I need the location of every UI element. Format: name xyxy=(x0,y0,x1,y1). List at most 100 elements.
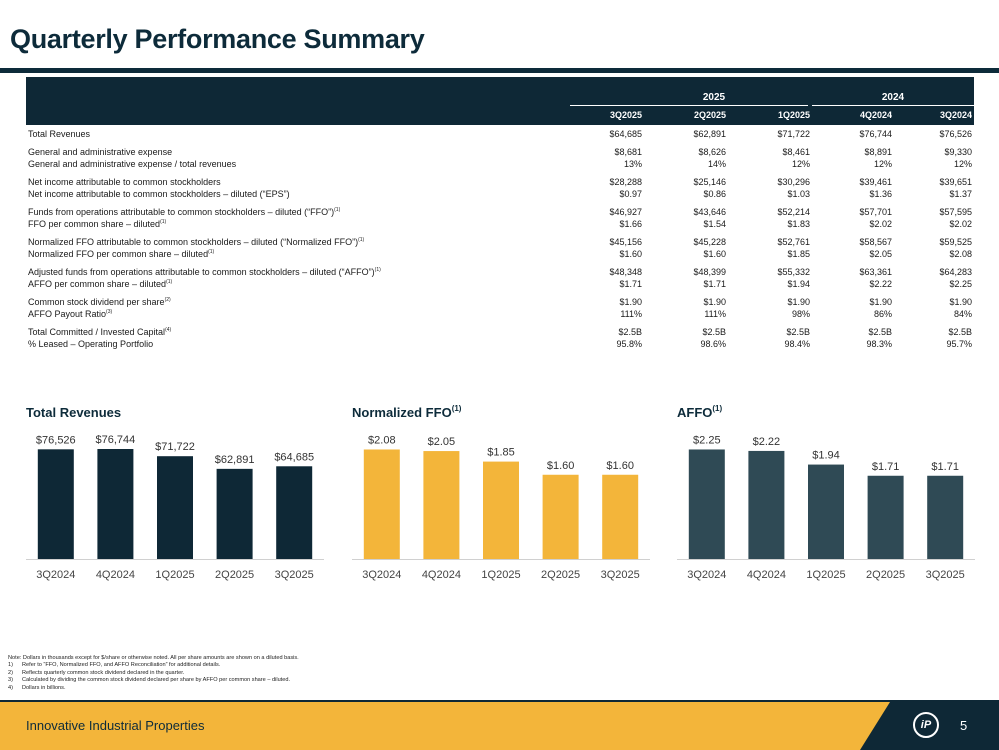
x-tick-label: 1Q2025 xyxy=(481,569,520,581)
row-value: $52,761 xyxy=(777,237,810,247)
footnote-text: Note: Dollars in thousands except for $/… xyxy=(8,655,299,661)
data-label: $1.85 xyxy=(487,447,515,459)
row-value: $1.03 xyxy=(787,189,810,199)
data-label: $71,722 xyxy=(155,441,195,453)
data-label: $2.05 xyxy=(428,436,456,448)
quarter-header: 2Q2025 xyxy=(693,110,726,120)
bar xyxy=(927,475,964,559)
row-value: 111% xyxy=(704,309,726,319)
year-2024-divider xyxy=(812,105,974,106)
x-tick-label: 3Q2025 xyxy=(275,569,314,581)
row-value: $1.90 xyxy=(949,297,972,307)
row-label: Total Committed / Invested Capital(4) xyxy=(28,327,172,337)
row-label: Normalized FFO per common share – dilute… xyxy=(28,249,215,259)
row-value: $64,283 xyxy=(939,267,972,277)
bar xyxy=(602,474,639,559)
bar xyxy=(748,450,785,559)
row-value: $2.02 xyxy=(949,219,972,229)
row-value: $58,567 xyxy=(859,237,892,247)
row-value: $71,722 xyxy=(777,129,810,139)
table-row: % Leased – Operating Portfolio 95.8% 98.6%… xyxy=(26,339,974,351)
table-row: AFFO per common share – diluted(1) $1.71 $… xyxy=(26,279,974,291)
quarter-header: 3Q2024 xyxy=(939,110,972,120)
x-tick-label: 2Q2025 xyxy=(866,569,905,581)
row-value: $9,330 xyxy=(944,147,972,157)
x-tick-label: 1Q2025 xyxy=(806,569,845,581)
row-label: Funds from operations attributable to co… xyxy=(28,207,341,217)
row-value: $28,288 xyxy=(609,177,642,187)
row-value: $39,461 xyxy=(859,177,892,187)
row-value: 95.7% xyxy=(946,339,972,349)
bar xyxy=(216,468,253,559)
row-value: $39,651 xyxy=(939,177,972,187)
row-value: $1.60 xyxy=(619,249,642,259)
row-value: $1.71 xyxy=(619,279,642,289)
row-value: $1.36 xyxy=(869,189,892,199)
footnote-text: Refer to “FFO, Normalized FFO, and AFFO … xyxy=(22,662,221,669)
row-value: 84% xyxy=(953,309,972,319)
x-tick-label: 1Q2025 xyxy=(155,569,194,581)
year-2025-divider xyxy=(570,105,808,106)
table-row: Total Revenues $64,685 $62,891 $71,722 $76,7… xyxy=(26,129,974,141)
bar xyxy=(688,449,725,559)
table-row: Total Committed / Invested Capital(4) $2.… xyxy=(26,327,974,339)
table-row: AFFO Payout Ratio(3) 111% 111% 98% 86% 84% xyxy=(26,309,974,321)
row-value: 95.8% xyxy=(616,339,642,349)
row-value: 98.3% xyxy=(866,339,892,349)
row-value: $62,891 xyxy=(693,129,726,139)
table-row-group: Total Revenues $64,685 $62,891 $71,722 $76,7… xyxy=(26,129,974,141)
table-row: General and administrative expense $8,681… xyxy=(26,147,974,159)
row-value: 13% xyxy=(623,159,642,169)
row-value: $8,891 xyxy=(864,147,892,157)
x-tick-label: 3Q2025 xyxy=(601,569,640,581)
row-value: $25,146 xyxy=(693,177,726,187)
x-tick-label: 2Q2025 xyxy=(541,569,580,581)
chart-title: AFFO(1) xyxy=(677,404,723,420)
footnote: 4) Dollars in billions. xyxy=(8,685,299,692)
footnote-text: Reflects quarterly common stock dividend… xyxy=(22,669,185,676)
x-tick-label: 3Q2024 xyxy=(362,569,401,581)
data-label: $1.60 xyxy=(547,460,575,472)
row-value: $8,461 xyxy=(782,147,810,157)
row-value: 111% xyxy=(620,309,642,319)
row-value: $1.90 xyxy=(619,297,642,307)
row-value: $2.22 xyxy=(869,279,892,289)
table-row: Net income attributable to common stockh… xyxy=(26,189,974,201)
table-row: Adjusted funds from operations attributa… xyxy=(26,267,974,279)
data-label: $1.71 xyxy=(931,461,959,473)
row-value: $64,685 xyxy=(609,129,642,139)
row-label: Total Revenues xyxy=(28,129,91,139)
data-label: $2.08 xyxy=(368,434,396,446)
quarter-header: 1Q2025 xyxy=(777,110,810,120)
bar xyxy=(483,461,519,559)
footer-band xyxy=(0,700,999,750)
row-label: Common stock dividend per share(2) xyxy=(28,297,171,307)
total-revenues-chart: $76,526 3Q2024 $76,744 4Q2024 $71,722 1Q2025 $… xyxy=(26,400,326,590)
row-value: $1.83 xyxy=(787,219,810,229)
x-tick-label: 4Q2024 xyxy=(422,569,461,581)
data-label: $2.25 xyxy=(693,434,721,446)
row-label: FFO per common share – diluted(1) xyxy=(28,219,167,229)
row-value: $59,525 xyxy=(939,237,972,247)
data-label: $1.71 xyxy=(872,461,900,473)
table-row-group: Adjusted funds from operations attributa… xyxy=(26,267,974,291)
row-value: $1.90 xyxy=(787,297,810,307)
table-row: Normalized FFO per common share – dilute… xyxy=(26,249,974,261)
table-body: Total Revenues $64,685 $62,891 $71,722 $76,7… xyxy=(26,129,974,351)
row-value: $76,744 xyxy=(859,129,892,139)
row-label: General and administrative expense / tot… xyxy=(28,159,237,169)
table-row: Funds from operations attributable to co… xyxy=(26,207,974,219)
title-divider xyxy=(0,68,999,73)
company-logo: iP xyxy=(913,712,939,738)
quarter-header: 4Q2024 xyxy=(859,110,892,120)
table-row: Net income attributable to common stockh… xyxy=(26,177,974,189)
row-value: $30,296 xyxy=(777,177,810,187)
quarter-header: 3Q2025 xyxy=(609,110,642,120)
x-tick-label: 4Q2024 xyxy=(96,569,135,581)
footnote: 2) Reflects quarterly common stock divide… xyxy=(8,670,299,677)
table-row-group: Total Committed / Invested Capital(4) $2.… xyxy=(26,327,974,351)
table-row-group: Net income attributable to common stockh… xyxy=(26,177,974,201)
bar xyxy=(157,456,193,559)
row-value: 98.4% xyxy=(784,339,810,349)
row-value: $8,681 xyxy=(614,147,642,157)
